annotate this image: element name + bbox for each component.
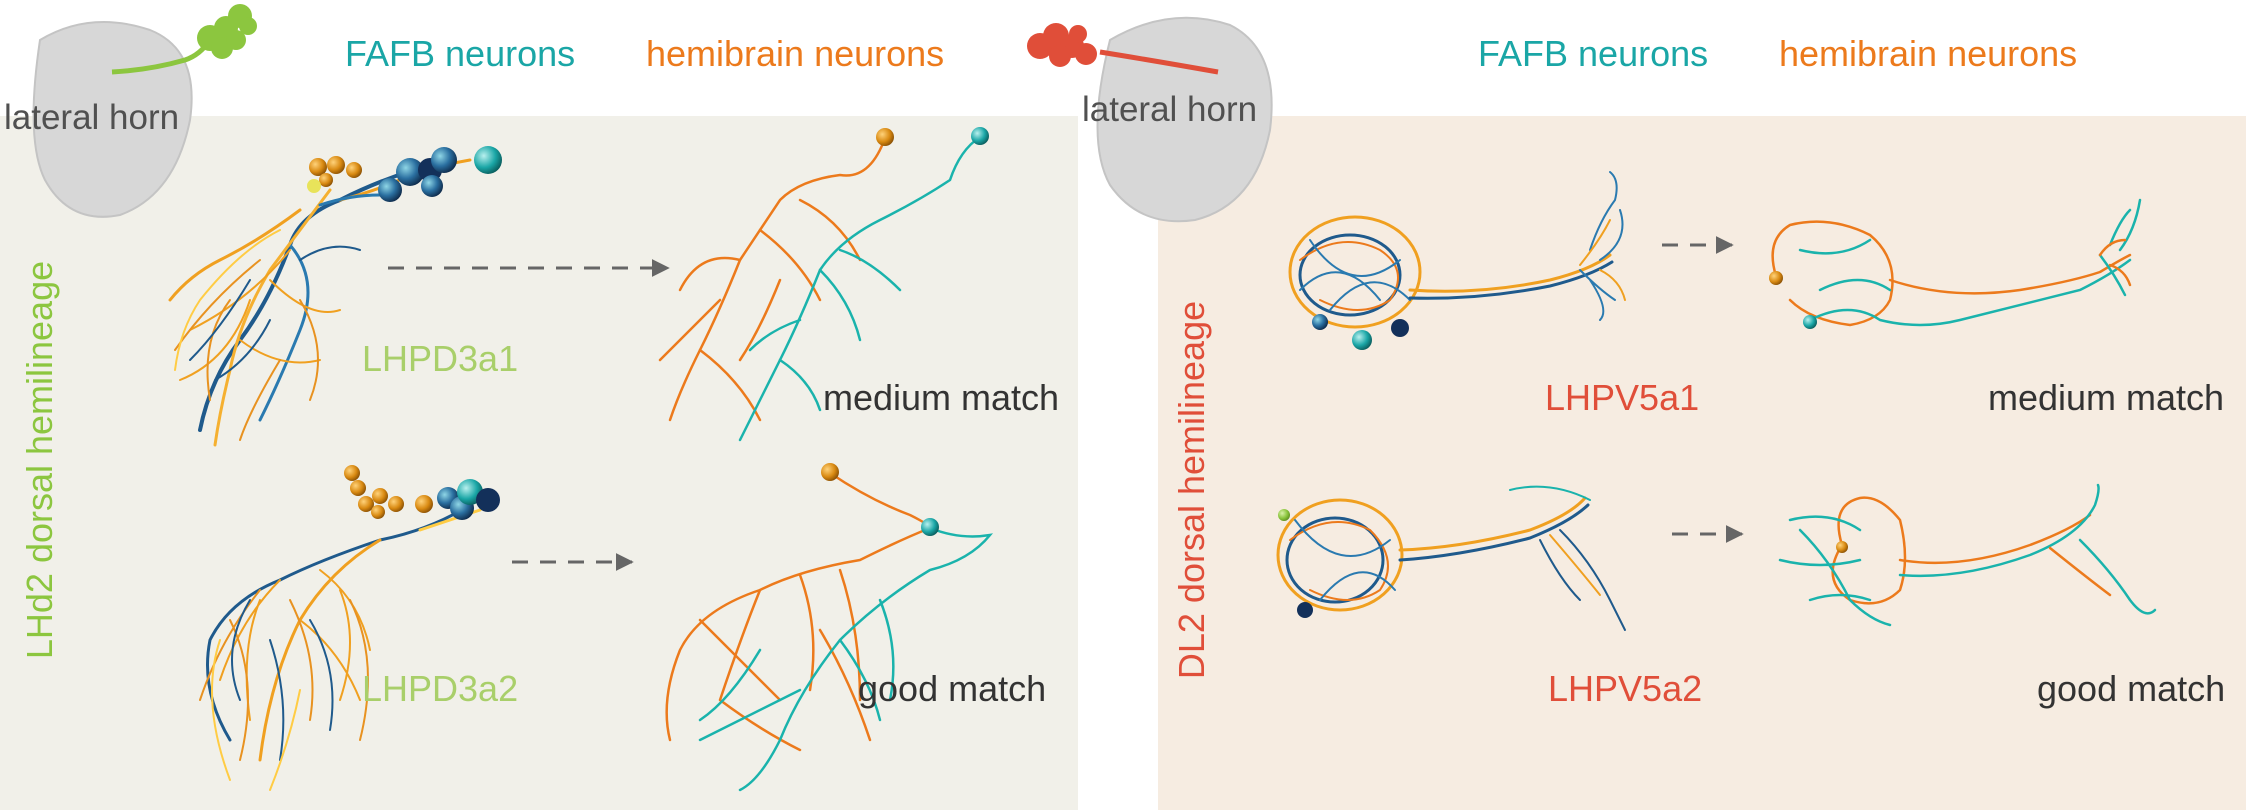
soma-fafb-lhpd3a2	[921, 518, 939, 536]
soma-hemibrain-lhpv5a2	[1836, 541, 1848, 553]
somata-lhpv5a1	[1312, 314, 1409, 350]
soma-hemibrain-lhpd3a1	[876, 128, 894, 146]
matched-pair-lhpv5a2	[1778, 483, 2157, 627]
lateral-horn-label-right: lateral horn	[1082, 90, 1258, 129]
hemilineage-label-right: DL2 dorsal hemilineage	[1171, 300, 1212, 680]
somata-lhpd3a2	[344, 465, 500, 520]
matched-pair-lhpd3a1	[658, 135, 982, 442]
cell-type-lhpd3a2: LHPD3a2	[362, 668, 519, 709]
match-label-lhpv5a1: medium match	[1988, 377, 2225, 418]
matched-pair-lhpd3a2	[665, 471, 994, 792]
somata-lhpd3a1	[307, 146, 502, 202]
lateral-horn-label-left: lateral horn	[4, 98, 180, 137]
legend-fafb-right: FAFB neurons	[1478, 33, 1709, 74]
brain-icon-left	[32, 21, 193, 218]
soma-hemibrain-lhpv5a1	[1769, 271, 1783, 285]
somata-lhpv5a2	[1278, 509, 1313, 618]
hemilineage-label-left: LHd2 dorsal hemilineage	[19, 260, 60, 660]
legend-fafb-left: FAFB neurons	[345, 33, 576, 74]
cell-type-lhpv5a1: LHPV5a1	[1545, 377, 1700, 418]
soma-hemibrain-lhpd3a2	[821, 463, 839, 481]
cell-type-lhpd3a1: LHPD3a1	[362, 338, 519, 379]
match-label-lhpd3a2: good match	[858, 668, 1047, 709]
neuron-overlay-lhpd3a2	[199, 503, 482, 791]
soma-fafb-lhpd3a1	[971, 127, 989, 145]
matched-pair-lhpv5a1	[1771, 198, 2142, 327]
dl2-neuron-icon	[1027, 23, 1219, 75]
right-panel-background	[1158, 116, 2246, 810]
match-label-lhpd3a1: medium match	[823, 377, 1060, 418]
brain-icon-right	[1096, 16, 1273, 223]
neuron-overlay-lhpd3a1	[168, 158, 472, 447]
cell-type-lhpv5a2: LHPV5a2	[1548, 668, 1703, 709]
match-label-lhpv5a2: good match	[2037, 668, 2226, 709]
soma-fafb-lhpv5a1	[1803, 315, 1817, 329]
neuron-overlay-lhpv5a1	[1288, 171, 1626, 329]
legend-hemibrain-left: hemibrain neurons	[646, 33, 945, 74]
neuron-overlay-lhpv5a2	[1276, 485, 1626, 631]
legend-hemibrain-right: hemibrain neurons	[1779, 33, 2078, 74]
lhd2-neuron-icon	[111, 4, 257, 75]
left-panel-background	[0, 116, 1078, 810]
